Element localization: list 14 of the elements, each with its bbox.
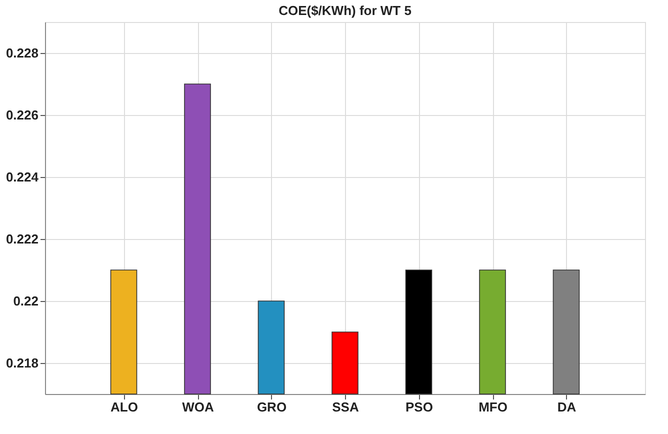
x-tick-label: SSA <box>332 400 360 414</box>
y-tick-label: 0.224 <box>6 170 40 184</box>
x-tick-label: MFO <box>478 400 508 414</box>
x-tick-label: GRO <box>256 400 287 414</box>
x-tick-label: PSO <box>406 400 433 414</box>
x-tick-label: WOA <box>182 400 214 414</box>
y-tick-label: 0.228 <box>6 46 38 60</box>
x-tick-label: ALO <box>110 400 138 414</box>
y-tick-label: 0.226 <box>6 108 38 122</box>
chart-title: COE($/KWh) for WT 5 <box>278 3 412 18</box>
y-tick-label: 0.22 <box>13 294 38 308</box>
y-tick-label: 0.222 <box>6 232 38 246</box>
y-tick-label: 0.218 <box>6 356 38 370</box>
x-tick-label: DA <box>557 400 577 414</box>
